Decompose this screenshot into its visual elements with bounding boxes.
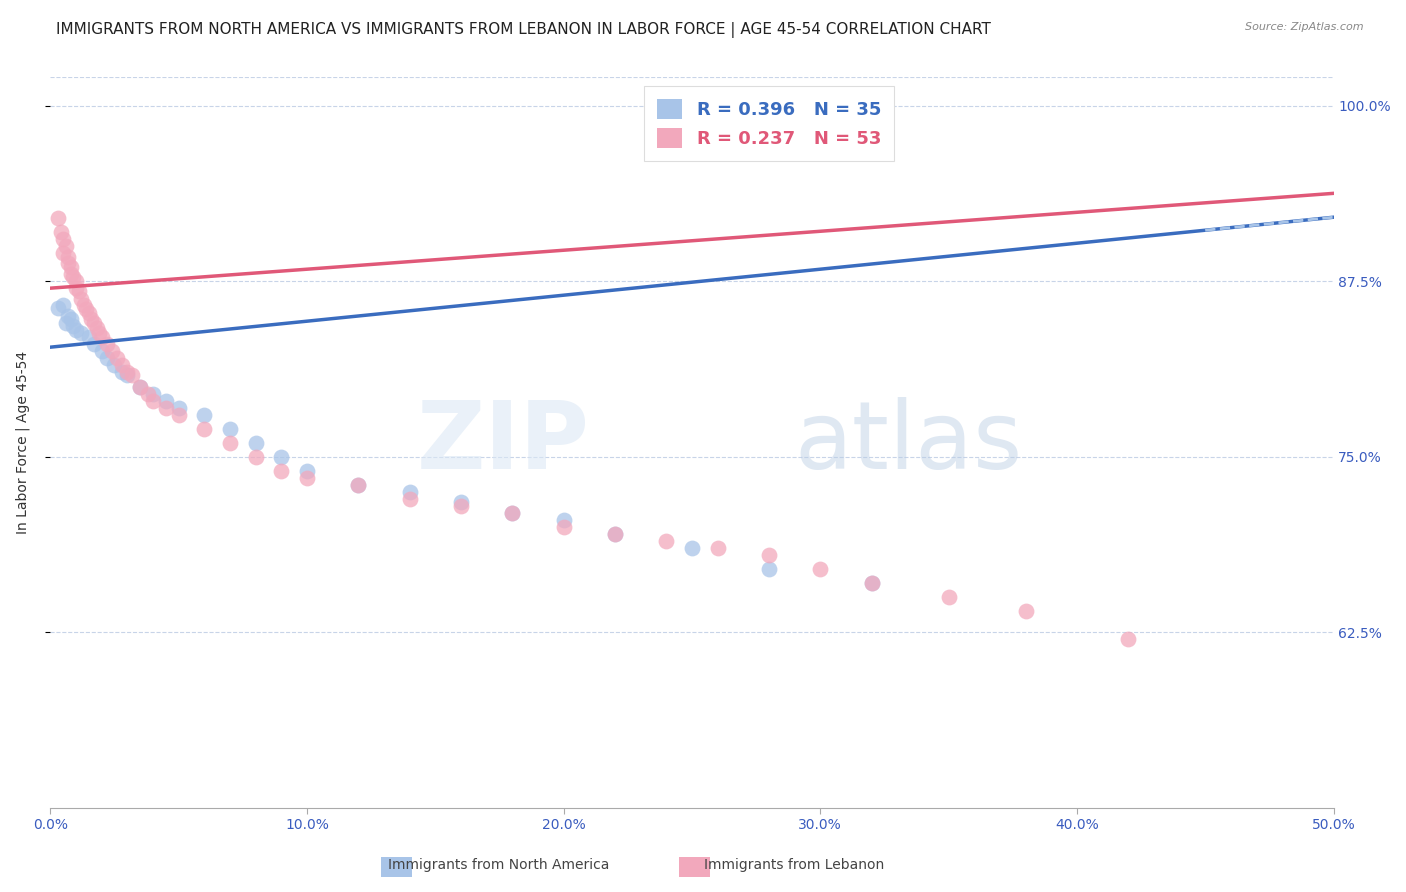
Point: [103, 359, 125, 373]
Point: [129, 379, 152, 393]
Point: [58, 256, 80, 270]
Point: [59, 267, 82, 281]
Text: atlas: atlas: [794, 397, 1022, 489]
Point: [65, 323, 87, 337]
Point: [245, 450, 267, 464]
Point: [347, 478, 370, 492]
Point: [758, 562, 780, 576]
Point: [450, 499, 472, 513]
Point: [58, 250, 80, 264]
Point: [295, 464, 318, 478]
Point: [117, 366, 139, 380]
Point: [90, 330, 112, 344]
Point: [808, 562, 831, 576]
Legend: R = 0.396   N = 35, R = 0.237   N = 53: R = 0.396 N = 35, R = 0.237 N = 53: [644, 87, 894, 161]
Point: [105, 351, 128, 366]
Point: [70, 326, 93, 340]
Point: [90, 344, 112, 359]
Point: [142, 386, 165, 401]
Point: [121, 368, 143, 383]
Point: [52, 246, 75, 260]
Point: [96, 337, 118, 351]
Point: [167, 401, 190, 415]
Point: [938, 591, 960, 605]
Point: [111, 359, 134, 373]
Point: [193, 422, 215, 436]
Point: [83, 337, 105, 351]
Point: [501, 506, 523, 520]
Point: [860, 576, 883, 591]
Point: [75, 302, 97, 317]
Point: [142, 393, 165, 408]
Y-axis label: In Labor Force | Age 45-54: In Labor Force | Age 45-54: [15, 351, 30, 534]
Point: [603, 527, 626, 541]
Point: [73, 298, 96, 312]
Point: [46, 301, 69, 315]
Point: [270, 464, 292, 478]
Point: [501, 506, 523, 520]
Point: [155, 393, 177, 408]
Point: [1116, 632, 1139, 647]
Point: [706, 541, 728, 555]
Bar: [381, 857, 412, 877]
Point: [270, 450, 292, 464]
Point: [62, 319, 84, 334]
Bar: [679, 857, 710, 877]
Point: [860, 576, 883, 591]
Point: [65, 274, 87, 288]
Point: [101, 344, 124, 359]
Point: [681, 541, 703, 555]
Point: [111, 366, 134, 380]
Point: [245, 435, 267, 450]
Point: [655, 534, 678, 549]
Point: [65, 281, 87, 295]
Point: [155, 401, 177, 415]
Point: [80, 312, 103, 326]
Point: [219, 435, 242, 450]
Point: [129, 379, 152, 393]
Point: [55, 239, 77, 253]
Point: [67, 284, 90, 298]
Point: [49, 225, 72, 239]
Point: [347, 478, 370, 492]
Point: [58, 310, 80, 324]
Point: [83, 316, 105, 330]
Point: [136, 386, 159, 401]
Point: [70, 293, 93, 307]
Point: [219, 422, 242, 436]
Text: IMMIGRANTS FROM NORTH AMERICA VS IMMIGRANTS FROM LEBANON IN LABOR FORCE | AGE 45: IMMIGRANTS FROM NORTH AMERICA VS IMMIGRA…: [56, 22, 991, 38]
Text: ZIP: ZIP: [416, 397, 589, 489]
Text: Immigrants from Lebanon: Immigrants from Lebanon: [704, 858, 884, 872]
Text: Immigrants from North America: Immigrants from North America: [388, 858, 610, 872]
Point: [87, 326, 110, 340]
Point: [46, 211, 69, 225]
Point: [553, 520, 575, 534]
Point: [295, 471, 318, 485]
Point: [603, 527, 626, 541]
Point: [55, 316, 77, 330]
Point: [52, 298, 75, 312]
Point: [52, 232, 75, 246]
Point: [758, 548, 780, 562]
Point: [59, 260, 82, 274]
Point: [96, 351, 118, 366]
Point: [117, 368, 139, 383]
Point: [1014, 604, 1036, 618]
Point: [398, 484, 420, 499]
Point: [553, 513, 575, 527]
Point: [167, 408, 190, 422]
Point: [398, 491, 420, 506]
Point: [450, 494, 472, 508]
Point: [77, 330, 100, 344]
Point: [193, 408, 215, 422]
Point: [86, 320, 108, 334]
Point: [59, 312, 82, 326]
Point: [77, 306, 100, 320]
Point: [62, 269, 84, 284]
Text: Source: ZipAtlas.com: Source: ZipAtlas.com: [1246, 22, 1364, 32]
